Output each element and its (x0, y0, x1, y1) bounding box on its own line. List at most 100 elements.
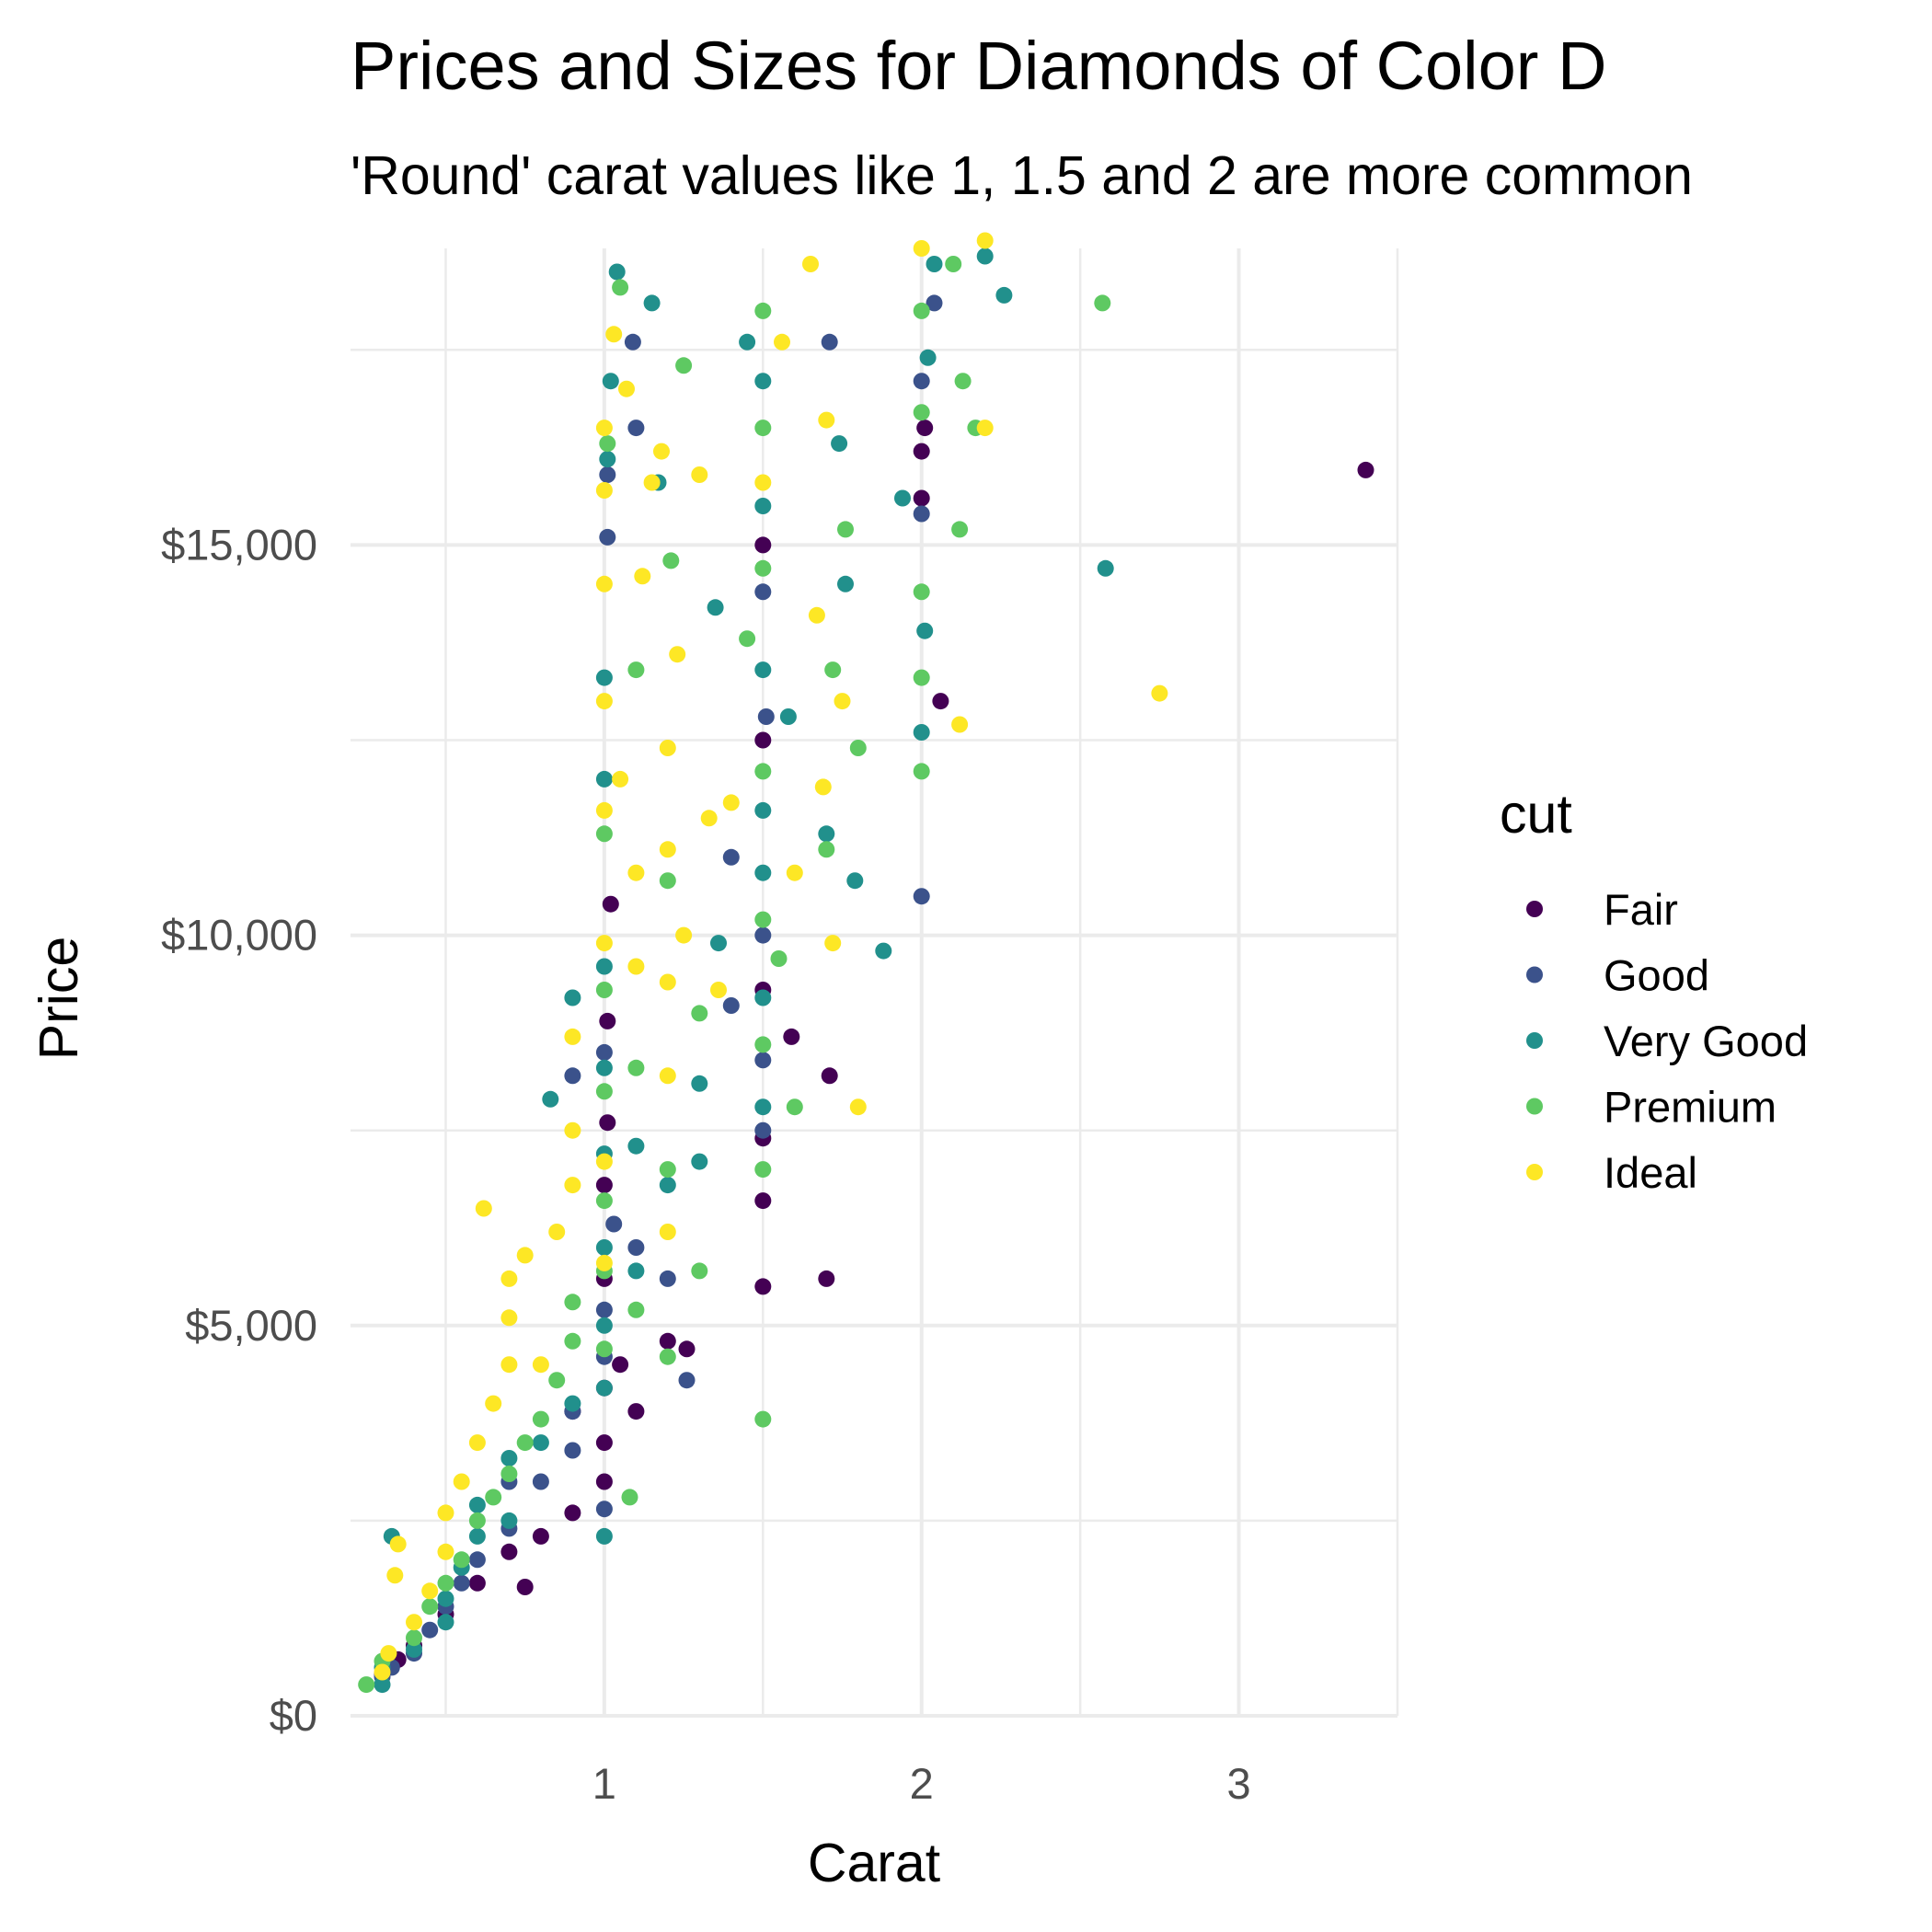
data-point (468, 1512, 486, 1529)
data-point (634, 568, 651, 585)
data-point (802, 256, 819, 272)
data-point (595, 1379, 613, 1397)
data-point (437, 1614, 454, 1631)
series-premium (358, 256, 1111, 1694)
data-point (976, 247, 994, 265)
data-point (500, 1270, 518, 1287)
data-point (659, 1177, 676, 1194)
data-point (612, 770, 629, 788)
y-axis-title: Price (29, 937, 89, 1060)
data-point (627, 1301, 645, 1318)
data-point (595, 693, 613, 710)
series-good (374, 294, 943, 1685)
data-point (818, 841, 835, 858)
data-point (532, 1473, 549, 1490)
data-point (564, 1504, 581, 1522)
data-point (621, 1489, 638, 1506)
data-point (595, 1317, 613, 1334)
data-point (913, 724, 930, 741)
data-point (595, 1434, 613, 1452)
data-point (516, 1579, 534, 1595)
data-point (599, 435, 616, 453)
legend-item: Fair (1526, 885, 1678, 934)
y-tick-label: $0 (270, 1691, 317, 1740)
data-point (770, 950, 788, 967)
data-point (926, 256, 943, 272)
data-point (516, 1247, 534, 1264)
data-point (618, 380, 635, 397)
data-point (605, 326, 623, 343)
data-point (595, 1501, 613, 1518)
data-point (1094, 294, 1111, 312)
data-point (779, 708, 797, 725)
series-very-good (374, 247, 1114, 1694)
data-point (453, 1473, 470, 1490)
data-point (564, 1067, 581, 1085)
data-point (643, 294, 661, 312)
data-point (675, 926, 693, 944)
gridlines (351, 248, 1399, 1718)
data-point (358, 1676, 375, 1694)
data-point (627, 1403, 645, 1420)
data-point (754, 559, 772, 577)
data-point (595, 958, 613, 975)
legend-swatch (1526, 1032, 1543, 1049)
legend-item: Premium (1526, 1083, 1777, 1132)
data-point (595, 935, 613, 952)
data-point (437, 1504, 454, 1522)
data-point (500, 1466, 518, 1482)
data-point (595, 1043, 613, 1061)
data-point (624, 333, 641, 351)
data-point (532, 1527, 549, 1545)
data-point (659, 740, 676, 756)
data-point (595, 801, 613, 819)
data-point (468, 1527, 486, 1545)
data-point (951, 716, 969, 733)
data-point (954, 373, 972, 390)
data-point (532, 1356, 549, 1374)
data-point (659, 1270, 676, 1287)
data-point (389, 1535, 407, 1553)
data-point (837, 575, 854, 592)
data-point (913, 240, 930, 257)
data-point (976, 420, 994, 437)
data-point (595, 770, 613, 788)
x-axis-title: Carat (808, 1833, 940, 1893)
data-point (595, 982, 613, 998)
data-point (627, 1059, 645, 1076)
data-point (380, 1645, 397, 1662)
legend-title: cut (1500, 784, 1572, 845)
data-point (599, 451, 616, 468)
data-point (437, 1590, 454, 1607)
data-point (374, 1663, 391, 1681)
data-point (659, 973, 676, 991)
data-point (659, 1224, 676, 1240)
data-point (824, 935, 842, 952)
data-point (421, 1598, 439, 1616)
data-point (659, 1332, 676, 1350)
y-tick-label: $10,000 (161, 911, 317, 960)
data-point (894, 489, 911, 507)
data-point (754, 1410, 772, 1428)
x-tick-label: 3 (1227, 1759, 1251, 1808)
data-point (919, 349, 937, 366)
data-point (754, 801, 772, 819)
legend: cut Fair Good Very Good Premium Ideal (1500, 784, 1808, 1197)
data-point (500, 1309, 518, 1327)
chart-subtitle: 'Round' carat values like 1, 1.5 and 2 a… (351, 145, 1693, 206)
data-point (627, 958, 645, 975)
data-point (532, 1410, 549, 1428)
data-point (926, 294, 943, 312)
data-point (691, 466, 708, 483)
legend-item: Very Good (1526, 1017, 1808, 1065)
data-point (595, 482, 613, 499)
tick-labels: 1 2 3 $0 $5,000 $10,000 $15,000 (161, 520, 1251, 1808)
data-point (548, 1372, 566, 1389)
data-point (818, 411, 835, 429)
data-point (1357, 461, 1374, 478)
legend-label: Premium (1604, 1083, 1777, 1132)
data-point (818, 825, 835, 843)
legend-label: Ideal (1604, 1148, 1697, 1197)
data-point (786, 864, 803, 881)
legend-swatch (1526, 1164, 1543, 1180)
